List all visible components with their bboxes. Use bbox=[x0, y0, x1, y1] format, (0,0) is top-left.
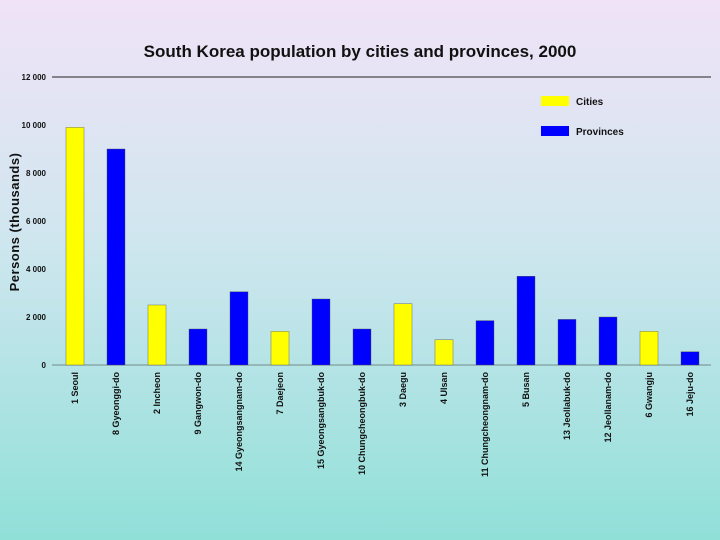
bar-12 bbox=[557, 319, 577, 366]
bar-2 bbox=[147, 304, 167, 366]
y-tick-label: 6 000 bbox=[26, 217, 47, 226]
bar-15 bbox=[680, 351, 700, 366]
y-tick-label: 2 000 bbox=[26, 313, 47, 322]
legend-label-cities: Cities bbox=[576, 97, 604, 108]
bar-3 bbox=[188, 328, 208, 366]
category-label: 7 Daejeon bbox=[275, 372, 285, 415]
category-label: 10 Chungcheongbuk-do bbox=[357, 372, 367, 475]
y-tick-label: 0 bbox=[42, 361, 47, 370]
category-label: 16 Jeju-do bbox=[685, 372, 695, 417]
category-label: 3 Daegu bbox=[398, 372, 408, 407]
category-label: 1 Seoul bbox=[70, 372, 80, 404]
bar-4 bbox=[229, 291, 249, 366]
bar-7 bbox=[352, 328, 372, 366]
y-axis-label: Persons (thousands) bbox=[7, 153, 22, 292]
legend-swatch-provinces bbox=[541, 126, 569, 136]
bars bbox=[65, 127, 700, 366]
bar-0 bbox=[65, 127, 85, 366]
category-label: 2 Incheon bbox=[152, 372, 162, 414]
y-tick-label: 4 000 bbox=[26, 265, 47, 274]
bar-9 bbox=[434, 339, 454, 366]
category-label: 4 Ulsan bbox=[439, 372, 449, 404]
category-label: 5 Busan bbox=[521, 372, 531, 407]
bar-11 bbox=[516, 276, 536, 366]
category-label: 13 Jeollabuk-do bbox=[562, 372, 572, 441]
category-label: 11 Chungcheongnam-do bbox=[480, 372, 490, 478]
bar-10 bbox=[475, 320, 495, 366]
legend: Cities Provinces bbox=[541, 96, 624, 138]
bar-8 bbox=[393, 303, 413, 366]
y-tick-label: 10 000 bbox=[22, 121, 47, 130]
category-labels: 1 Seoul 8 Gyeonggi-do 2 Incheon 9 Gangwon-d… bbox=[70, 371, 695, 477]
category-label: 15 Gyeongsangbuk-do bbox=[316, 371, 326, 469]
y-axis-ticks: 0 2 000 4 000 6 000 8 000 10 000 12 000 bbox=[22, 73, 47, 370]
y-tick-label: 8 000 bbox=[26, 169, 47, 178]
bar-1 bbox=[106, 148, 126, 366]
category-label: 9 Gangwon-do bbox=[193, 372, 203, 435]
chart-title: South Korea population by cities and pro… bbox=[144, 42, 577, 61]
category-label: 8 Gyeonggi-do bbox=[111, 371, 121, 435]
y-tick-label: 12 000 bbox=[22, 73, 47, 82]
bar-5 bbox=[270, 331, 290, 366]
bar-13 bbox=[598, 316, 618, 366]
category-label: 12 Jeollanam-do bbox=[603, 372, 613, 443]
category-label: 6 Gwangju bbox=[644, 372, 654, 418]
legend-label-provinces: Provinces bbox=[576, 127, 624, 138]
category-label: 14 Gyeongsangnam-do bbox=[234, 372, 244, 472]
bar-14 bbox=[639, 331, 659, 366]
bar-6 bbox=[311, 298, 331, 366]
legend-swatch-cities bbox=[541, 96, 569, 106]
